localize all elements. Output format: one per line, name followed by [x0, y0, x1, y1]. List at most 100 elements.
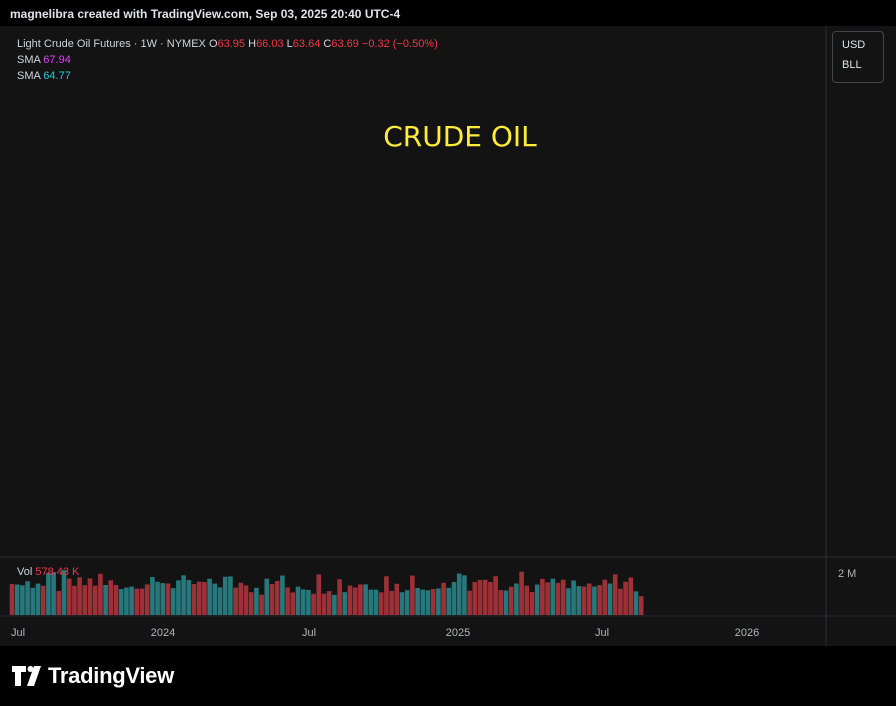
- volume-bar: [430, 589, 436, 615]
- volume-bar: [347, 585, 353, 615]
- volume-bar: [14, 584, 20, 615]
- volume-bar: [280, 575, 285, 615]
- volume-bar: [586, 583, 592, 615]
- volume-bar: [389, 590, 394, 615]
- high-label: H: [248, 38, 257, 50]
- volume-value: 578.43 K: [35, 566, 80, 578]
- volume-bar: [207, 578, 212, 615]
- volume-bar: [451, 582, 457, 615]
- volume-bar: [176, 580, 181, 615]
- volume-bar: [550, 578, 556, 615]
- volume-bar: [259, 594, 264, 615]
- volume-bar: [233, 587, 238, 615]
- volume-bar: [560, 579, 566, 615]
- volume-bar: [254, 587, 259, 615]
- tradingview-logo-text: TradingView: [48, 663, 174, 688]
- volume-bar: [363, 584, 368, 615]
- chart-legend: Light Crude Oil Futures · 1W · NYMEX O63…: [17, 36, 438, 84]
- volume-bar: [519, 571, 524, 615]
- volume-bar: [181, 575, 186, 615]
- volume-bar: [456, 573, 462, 615]
- low-label: L: [286, 38, 293, 50]
- volume-bar: [555, 582, 561, 615]
- volume-bar: [581, 586, 587, 615]
- top-bar: magnelibra created with TradingView.com,…: [0, 0, 896, 26]
- volume-bar: [191, 584, 197, 615]
- volume-bar: [368, 589, 374, 615]
- volume-bar: [144, 584, 150, 615]
- volume-bar: [228, 576, 233, 615]
- volume-bar: [243, 585, 249, 615]
- unit-label: BLL: [842, 59, 862, 71]
- volume-bar: [300, 589, 306, 615]
- x-tick-label: 2026: [735, 627, 759, 639]
- close-label: C: [323, 38, 332, 50]
- volume-bar: [222, 576, 228, 615]
- volume-bar: [316, 574, 322, 615]
- volume-bar: [612, 574, 618, 615]
- volume-bar: [545, 582, 550, 615]
- volume-bar: [61, 570, 67, 615]
- volume-bar: [118, 589, 124, 615]
- volume-bar: [462, 575, 467, 615]
- chart-area[interactable]: 52.0056.0060.0064.0068.0072.0076.0080.00…: [0, 26, 896, 646]
- volume-bar: [602, 579, 608, 615]
- volume-bar: [139, 588, 145, 615]
- volume-bar: [66, 578, 72, 615]
- volume-bar: [40, 585, 46, 615]
- volume-bar: [98, 573, 103, 615]
- volume-bar: [311, 593, 316, 615]
- volume-bar: [77, 577, 82, 615]
- volume-bar: [165, 583, 171, 615]
- open-label: O: [208, 38, 218, 50]
- volume-bar: [441, 582, 446, 615]
- volume-bar: [373, 589, 379, 615]
- sma-slow-value: 67.94: [43, 54, 71, 66]
- sma-fast-row: SMA 64.77: [17, 68, 438, 84]
- volume-bar: [592, 586, 597, 615]
- volume-bar: [633, 591, 639, 615]
- volume-bar: [352, 587, 358, 615]
- volume-bar: [196, 581, 202, 615]
- volume-bar: [46, 572, 51, 615]
- volume-bar: [9, 583, 15, 615]
- volume-bar: [103, 584, 108, 615]
- volume-bar: [150, 577, 155, 615]
- volume-bar: [51, 572, 56, 615]
- volume-legend: Vol 578.43 K: [17, 566, 79, 578]
- volume-bar: [170, 588, 176, 615]
- volume-bar: [186, 579, 192, 615]
- volume-bar: [467, 590, 472, 615]
- volume-axis-label: 2 M: [838, 568, 856, 580]
- volume-bars: [9, 570, 644, 615]
- low-value: 63.64: [292, 38, 321, 50]
- volume-bar: [306, 589, 311, 615]
- volume-bar: [477, 579, 483, 615]
- volume-bar: [623, 581, 628, 615]
- volume-bar: [269, 584, 275, 615]
- volume-bar: [124, 587, 129, 615]
- volume-bar: [503, 590, 509, 615]
- volume-bar: [160, 583, 166, 615]
- volume-bar: [488, 581, 493, 615]
- volume-bar: [425, 590, 431, 615]
- volume-bar: [285, 587, 290, 615]
- currency-unit-button[interactable]: USD BLL: [832, 31, 884, 83]
- volume-bar: [410, 575, 415, 615]
- volume-bar: [472, 581, 478, 615]
- symbol-row: Light Crude Oil Futures · 1W · NYMEX O63…: [17, 36, 438, 52]
- change-value: −0.32 (−0.50%): [361, 38, 438, 50]
- volume-bar: [134, 588, 140, 615]
- volume-bar: [566, 588, 571, 615]
- volume-bar: [618, 588, 623, 615]
- volume-bar: [129, 586, 134, 615]
- volume-bar: [155, 581, 160, 615]
- high-value: 66.03: [256, 38, 284, 50]
- volume-bar: [212, 583, 218, 615]
- volume-bar: [30, 587, 36, 615]
- volume-bar: [394, 583, 400, 615]
- volume-bar: [638, 596, 644, 615]
- volume-bar: [326, 591, 332, 615]
- price-chart[interactable]: 52.0056.0060.0064.0068.0072.0076.0080.00…: [0, 26, 896, 646]
- x-tick-label: 2025: [446, 627, 470, 639]
